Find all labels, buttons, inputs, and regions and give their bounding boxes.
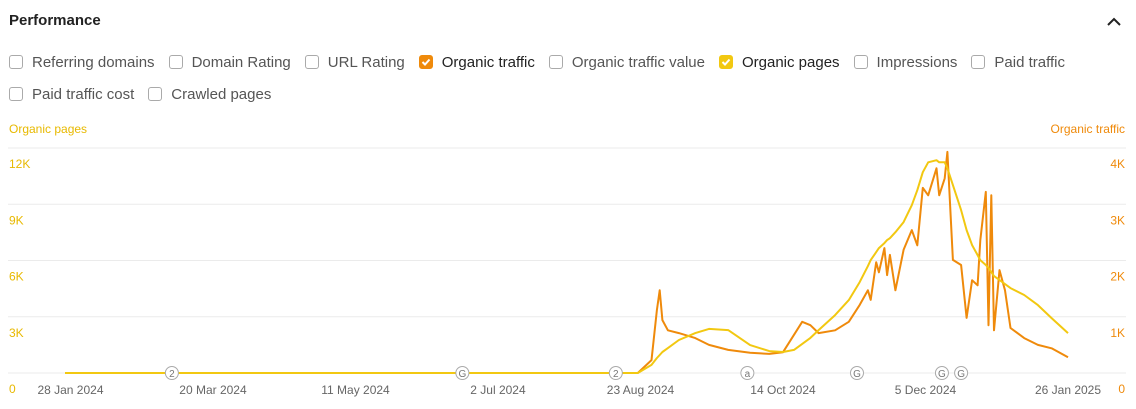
- checkbox[interactable]: [304, 55, 319, 69]
- metric-checkbox[interactable]: Organic traffic: [418, 50, 535, 74]
- checkbox[interactable]: [718, 55, 733, 69]
- annotation-label: a: [745, 369, 751, 380]
- x-tick-label: 11 May 2024: [321, 383, 390, 397]
- checkbox-label: Referring domains: [32, 53, 155, 71]
- checkbox-label: Organic traffic: [441, 53, 535, 71]
- annotation-label: 2: [169, 369, 175, 380]
- checkbox-label: Crawled pages: [171, 85, 272, 103]
- metric-checkbox[interactable]: Crawled pages: [148, 82, 271, 106]
- metric-checkbox[interactable]: Paid traffic: [971, 50, 1065, 74]
- annotation-marker: [849, 366, 864, 380]
- annotation-label: G: [938, 369, 946, 380]
- y2-tick-label: 1K: [1110, 326, 1125, 340]
- y-tick-label: 9K: [9, 213, 24, 227]
- checkbox[interactable]: [853, 55, 868, 69]
- y2-tick-label: 4K: [1110, 157, 1125, 171]
- metric-checkbox[interactable]: Domain Rating: [168, 50, 291, 74]
- check-mark: [721, 58, 731, 66]
- annotation-marker: [954, 366, 969, 380]
- annotation-marker: [608, 366, 623, 380]
- annotation-label: G: [957, 369, 965, 380]
- checkbox-label: Organic pages: [741, 53, 840, 71]
- x-tick-label: 28 Jan 2024: [37, 383, 103, 397]
- x-tick-label: 14 Oct 2024: [750, 383, 816, 397]
- metric-checkbox[interactable]: Impressions: [853, 50, 958, 74]
- check-mark: [421, 58, 431, 66]
- x-tick-label: 20 Mar 2024: [179, 383, 247, 397]
- annotation-label: G: [853, 369, 861, 380]
- checkbox-label: Domain Rating: [191, 53, 291, 71]
- x-tick-label: 5 Dec 2024: [895, 383, 957, 397]
- checkbox-label: URL Rating: [327, 53, 405, 71]
- y-tick-label: 0: [9, 382, 16, 396]
- series-line: [65, 150, 1069, 374]
- metric-checkbox[interactable]: URL Rating: [304, 50, 405, 74]
- checkbox-label: Paid traffic: [994, 53, 1065, 71]
- checkbox-label: Organic traffic value: [571, 53, 705, 71]
- metric-checkbox[interactable]: Organic traffic value: [548, 50, 705, 74]
- annotation-marker: [740, 366, 755, 380]
- y2-tick-label: 2K: [1110, 270, 1125, 284]
- annotation-label: G: [458, 369, 466, 380]
- annotation-marker: [164, 366, 179, 380]
- y2-tick-label: 3K: [1110, 213, 1125, 227]
- y-tick-label: 6K: [9, 270, 24, 284]
- annotation-marker: [455, 366, 470, 380]
- checkbox-label: Paid traffic cost: [32, 85, 135, 103]
- metric-toggles: Referring domains Domain Rating URL Rating…: [9, 50, 1109, 106]
- checkbox[interactable]: [548, 55, 563, 69]
- y2-tick-label: 0: [1118, 382, 1125, 396]
- annotation-label: 2: [613, 369, 619, 380]
- annotation-marker: [934, 366, 949, 380]
- checkbox-label: Impressions: [876, 53, 958, 71]
- checkbox[interactable]: [168, 55, 183, 69]
- collapse-button[interactable]: [1106, 14, 1122, 30]
- y2-axis-title: Organic traffic: [1051, 122, 1125, 136]
- metric-checkbox[interactable]: Paid traffic cost: [9, 82, 134, 106]
- x-tick-label: 2 Jul 2024: [470, 383, 526, 397]
- series-line: [65, 159, 1069, 374]
- checkbox[interactable]: [9, 87, 23, 101]
- metric-checkbox[interactable]: Referring domains: [9, 50, 155, 74]
- y-tick-label: 12K: [9, 157, 30, 171]
- checkbox[interactable]: [971, 55, 986, 69]
- y-tick-label: 3K: [9, 326, 24, 340]
- checkbox[interactable]: [9, 55, 23, 69]
- metric-checkbox[interactable]: Organic pages: [718, 50, 840, 74]
- checkbox[interactable]: [418, 55, 433, 69]
- x-tick-label: 23 Aug 2024: [607, 383, 675, 397]
- x-tick-label: 26 Jan 2025: [1035, 383, 1101, 397]
- section-title: Performance: [9, 12, 101, 29]
- y-axis-title: Organic pages: [9, 122, 87, 136]
- checkbox[interactable]: [148, 87, 163, 101]
